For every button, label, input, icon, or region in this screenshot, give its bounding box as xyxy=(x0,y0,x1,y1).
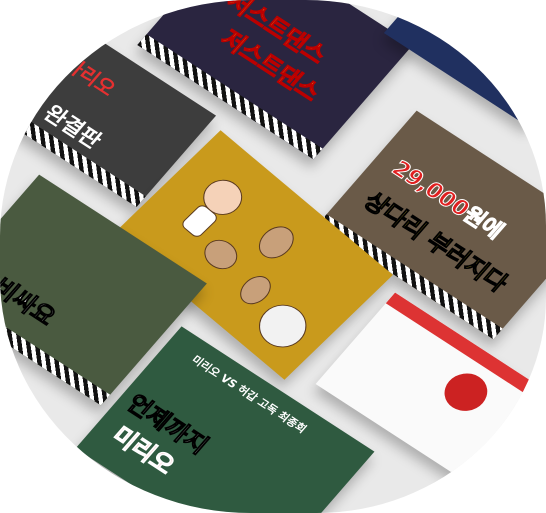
card-text: (feat.앵킬리더) xyxy=(419,11,503,70)
card-feat: (feat.앵킬리더) xyxy=(383,0,546,126)
card-illustration xyxy=(112,130,393,380)
card-text: 비싸요 xyxy=(0,273,62,331)
site-image xyxy=(435,366,496,419)
card-text: 마리오 xyxy=(58,52,121,101)
illustration xyxy=(182,179,307,348)
